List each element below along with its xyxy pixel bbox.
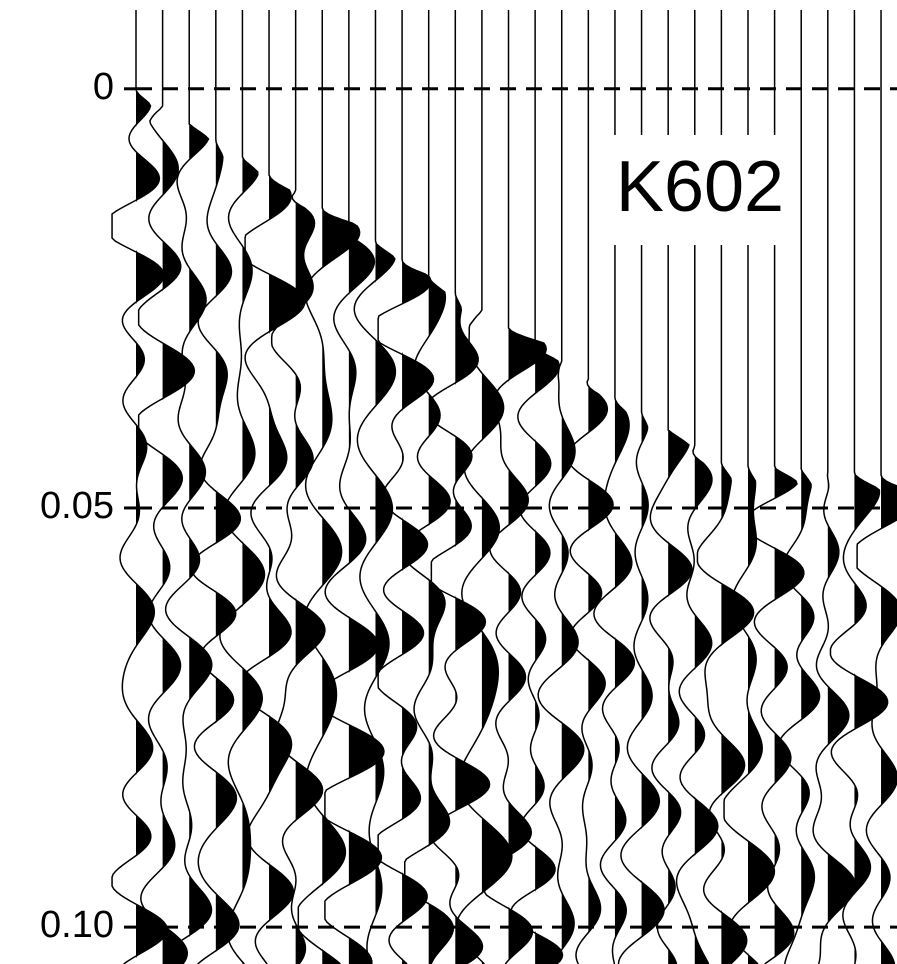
trace-fill [322,10,360,964]
trace-line [483,10,547,964]
trace-fill [428,10,454,964]
trace-fill [189,10,212,964]
axis: 0 0.05 0.10 [40,66,897,946]
chart-title: K602 [616,147,784,227]
label-box [600,135,800,245]
y-tick-label: 0 [93,66,114,108]
trace-fill [295,10,325,964]
trace-fill [668,10,692,964]
trace-fill [588,10,614,964]
trace-line [219,10,266,964]
trace-line [353,10,397,964]
y-tick-label: 0.10 [40,904,114,946]
trace-fill [827,10,856,964]
y-tick-label: 0.05 [40,485,114,527]
trace-line [537,10,585,964]
trace-fill [455,10,490,964]
trace-line [164,10,213,964]
trace-fill [881,10,897,964]
trace-line [324,10,385,964]
trace-line [777,10,821,964]
trace-fill [269,10,305,964]
trace-fill [721,10,754,964]
trace-line [457,10,513,964]
trace-line [510,10,564,964]
trace-fill [402,10,434,964]
trace-fill [535,10,563,964]
trace-line [244,10,306,964]
trace-line [829,10,889,964]
trace-line [297,10,361,964]
trace-fill [136,10,168,964]
trace-fill [854,10,888,964]
trace-line [812,10,857,964]
trace-fill [348,10,384,964]
trace-line [191,10,242,964]
trace-fill [694,10,718,964]
trace-fill [242,10,265,964]
trace-line [403,10,455,964]
trace-line [856,10,897,964]
trace-fill [561,10,584,964]
trace-fill [508,10,547,964]
trace-line [430,10,491,964]
trace-line [137,10,196,964]
trace-fill [481,10,512,964]
trace-fill [162,10,195,964]
trace-fill [375,10,396,964]
trace-line [111,10,168,964]
trace-line [377,10,435,964]
trace-line [270,10,326,964]
trace-fill [774,10,804,964]
trace-line [566,10,614,964]
